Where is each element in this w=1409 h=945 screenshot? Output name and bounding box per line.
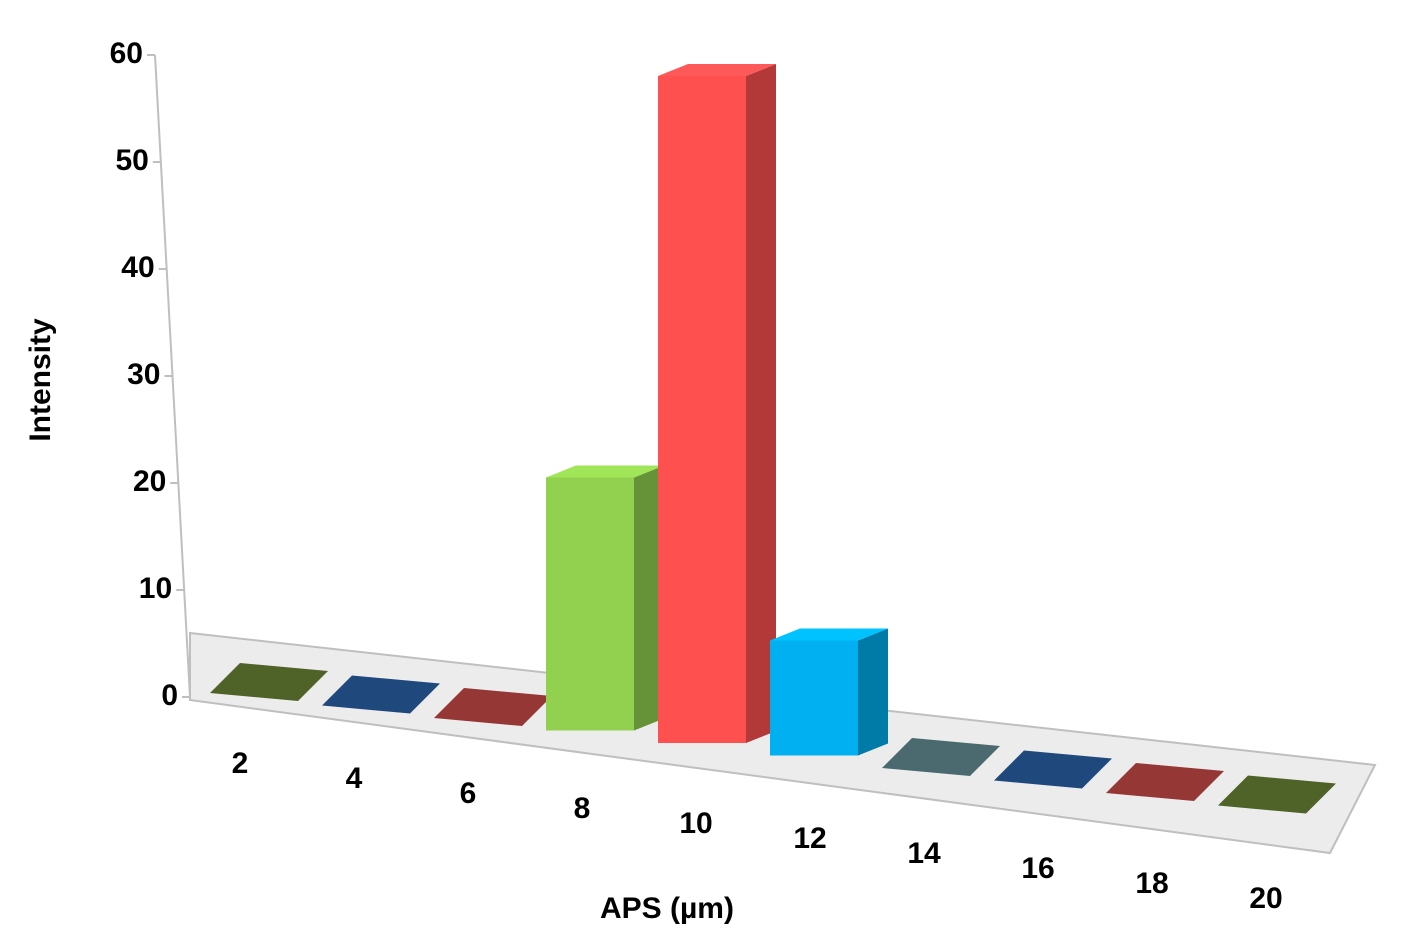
x-tick-label: 16	[1021, 852, 1054, 885]
bar-side	[858, 628, 888, 756]
bar	[210, 663, 328, 701]
bar-group	[322, 675, 440, 714]
y-tick-label: 30	[127, 358, 160, 391]
y-tick-label: 50	[115, 144, 148, 177]
y-tick-label: 0	[161, 679, 178, 712]
x-tick-label: 18	[1135, 867, 1168, 900]
bar	[770, 640, 858, 756]
bar-group	[1106, 763, 1224, 801]
bar-group	[1218, 775, 1336, 814]
bar-group	[770, 628, 888, 756]
bar-group	[546, 465, 664, 731]
bar-top	[546, 465, 664, 478]
bar-group	[994, 750, 1112, 789]
bar-group	[658, 64, 776, 743]
bar	[1218, 775, 1336, 814]
y-tick-label: 60	[110, 37, 143, 70]
x-tick-label: 8	[574, 792, 591, 825]
bar	[546, 477, 634, 731]
x-tick-label: 20	[1249, 882, 1282, 915]
y-tick-label: 10	[139, 572, 172, 605]
x-tick-label: 10	[679, 807, 712, 840]
bar-top	[658, 64, 776, 76]
y-tick-label: 20	[133, 465, 166, 498]
bar	[658, 76, 746, 743]
x-tick-label: 2	[232, 747, 249, 780]
x-tick-label: 4	[346, 762, 363, 795]
x-axis-title: APS (µm)	[600, 892, 734, 925]
x-tick-label: 14	[907, 837, 941, 870]
bar	[322, 675, 440, 714]
bar	[1106, 763, 1224, 801]
bar	[994, 750, 1112, 789]
bar	[882, 738, 1000, 776]
y-tick-label: 40	[121, 251, 154, 284]
bar-group	[210, 663, 328, 701]
y-axis-title: Intensity	[24, 318, 57, 442]
bar-top	[770, 628, 888, 641]
bar-side	[746, 64, 776, 743]
bar-side	[634, 465, 664, 731]
bar-group	[434, 688, 552, 726]
x-tick-label: 6	[460, 777, 477, 810]
bar	[434, 688, 552, 726]
x-tick-label: 12	[793, 822, 826, 855]
bar-group	[882, 738, 1000, 776]
